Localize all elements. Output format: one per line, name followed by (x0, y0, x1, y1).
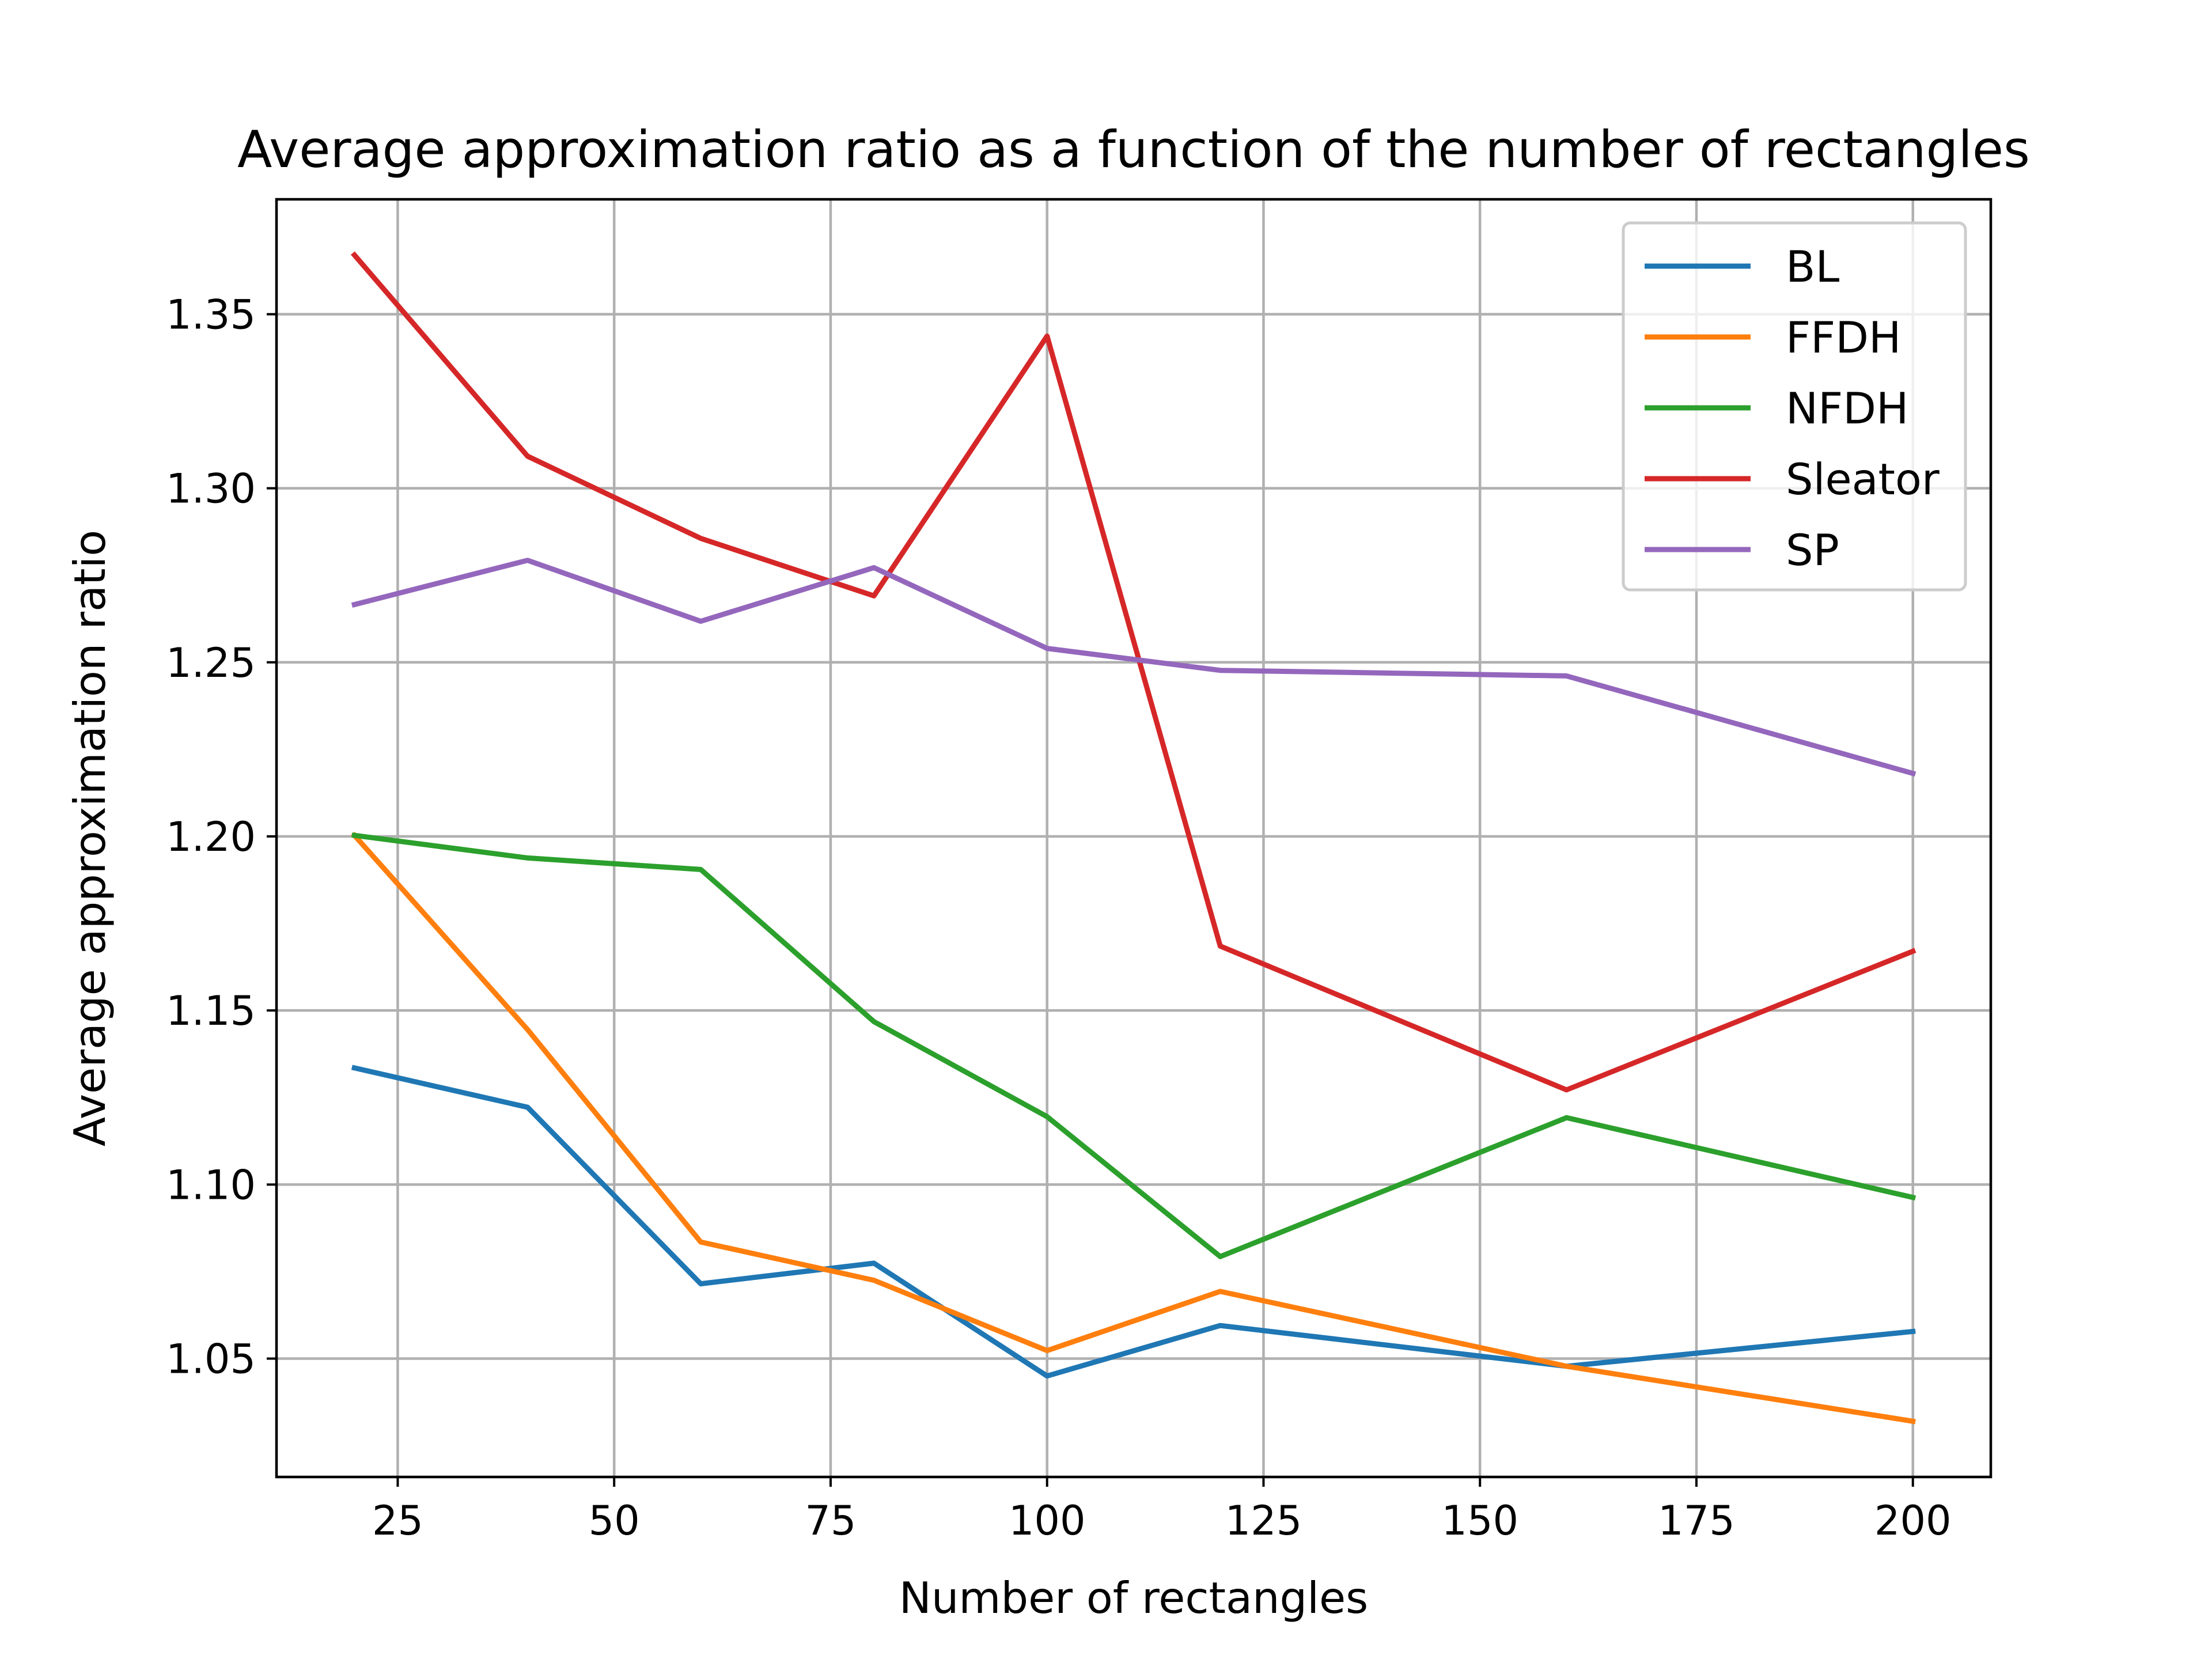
legend-box (1622, 221, 1967, 592)
y-tick-label: 1.10 (166, 1161, 256, 1209)
plot-frame (275, 198, 1993, 1479)
legend-label-sleator: Sleator (1786, 454, 1940, 505)
series-line-sleator (350, 251, 1916, 1093)
y-tick-label: 1.25 (166, 639, 256, 687)
x-tick-label: 50 (589, 1497, 640, 1544)
y-tick-label: 1.30 (166, 465, 256, 513)
chart-title: Average approximation ratio as a functio… (237, 120, 2030, 179)
x-axis: 25 50 75 100 125 150 175 200 (372, 1477, 1952, 1544)
legend-label-sp: SP (1786, 525, 1839, 575)
x-tick-label: 25 (372, 1497, 423, 1544)
x-axis-label: Number of rectangles (899, 1573, 1368, 1623)
series-line-sp (351, 558, 1916, 777)
y-tick-label: 1.20 (166, 813, 256, 861)
x-tick-label: 175 (1658, 1497, 1735, 1544)
legend-label-ffdh: FFDH (1786, 312, 1901, 363)
x-tick-label: 125 (1225, 1497, 1302, 1544)
legend-label-nfdh: NFDH (1786, 383, 1908, 434)
series-line-ffdh (350, 831, 1916, 1425)
legend: BL FFDH NFDH Sleator SP (1622, 221, 1967, 592)
y-axis: 1.05 1.10 1.15 1.20 1.25 1.30 1.35 (166, 291, 276, 1383)
x-tick-label: 200 (1874, 1497, 1952, 1544)
legend-label-bl: BL (1786, 241, 1839, 292)
series-line-bl (351, 1065, 1916, 1379)
x-tick-label: 75 (805, 1497, 856, 1544)
y-axis-label: Average approximation ratio (65, 530, 115, 1146)
x-tick-label: 100 (1009, 1497, 1086, 1544)
y-tick-label: 1.05 (166, 1336, 256, 1383)
y-tick-label: 1.15 (166, 987, 256, 1035)
series-layer (350, 251, 1916, 1425)
series-line-nfdh (351, 832, 1916, 1259)
y-tick-label: 1.35 (166, 291, 256, 338)
x-tick-label: 150 (1441, 1497, 1518, 1544)
